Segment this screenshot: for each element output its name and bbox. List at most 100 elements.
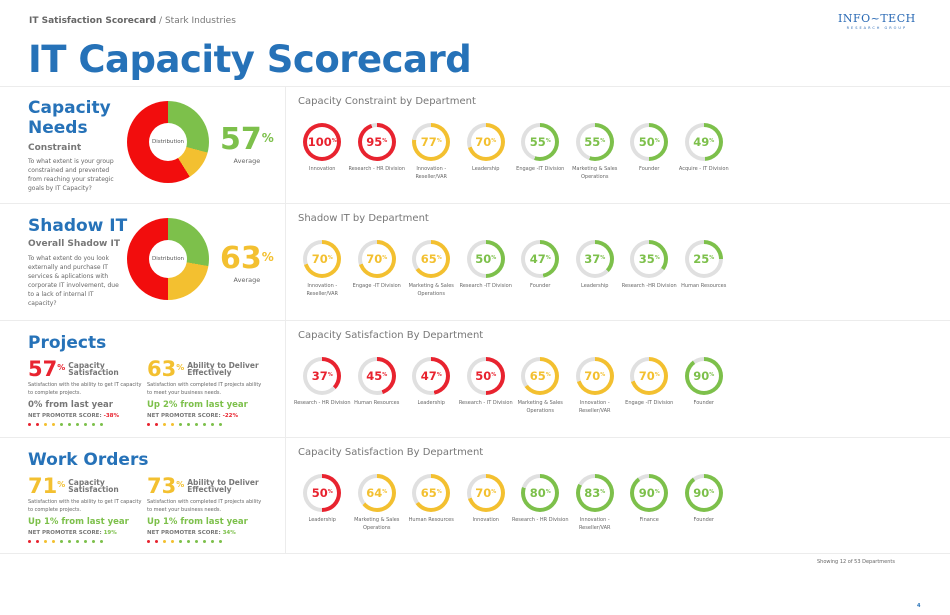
nps-label: NET PROMOTER SCORE:: [147, 413, 221, 419]
page-title: IT Capacity Scorecard: [28, 38, 472, 81]
department-ring-item[interactable]: 50% Research - IT Division: [459, 357, 514, 415]
percent-sign: %: [491, 138, 497, 144]
department-ring-item[interactable]: 45% Human Resources: [350, 357, 405, 415]
department-ring-item[interactable]: 70% Engage -IT Division: [350, 240, 405, 298]
percent-sign: %: [261, 131, 274, 145]
department-ring-item[interactable]: 47% Leadership: [404, 357, 459, 415]
percent-sign: %: [600, 255, 606, 261]
department-ring-item[interactable]: 90% Finance: [622, 474, 677, 532]
department-ring-item[interactable]: 65% Marketing & Sales Operations: [513, 357, 568, 415]
nps-value: -22%: [222, 413, 239, 419]
metric-title-line2: Effectively: [187, 485, 232, 494]
progress-ring: 95%: [357, 123, 396, 161]
nps-dot: [211, 423, 214, 426]
nps-dot: [171, 423, 174, 426]
ring-value: 95: [366, 135, 383, 149]
department-ring-item[interactable]: 55% Engage -IT Division: [513, 123, 568, 181]
net-promoter-score: NET PROMOTER SCORE: 19%: [28, 530, 148, 536]
department-ring-item[interactable]: 25% Human Resources: [677, 240, 732, 298]
department-ring-item[interactable]: 50% Founder: [622, 123, 677, 181]
department-ring-item[interactable]: 90% Founder: [677, 474, 732, 532]
department-ring-item[interactable]: 35% Research -HR Division: [622, 240, 677, 298]
progress-ring: 90%: [630, 474, 669, 512]
progress-ring: 50%: [466, 357, 505, 395]
department-ring-item[interactable]: 65% Human Resources: [404, 474, 459, 532]
department-ring-item[interactable]: 95% Research - HR Division: [348, 123, 406, 181]
percent-sign: %: [382, 138, 388, 144]
section-description: To what extent do you look externally an…: [28, 255, 119, 307]
department-ring-item[interactable]: 83% Innovation - Reseller/VAR: [568, 474, 623, 532]
department-ring-item[interactable]: 65% Marketing & Sales Operations: [404, 240, 459, 298]
nps-dot: [36, 423, 39, 426]
department-ring-item[interactable]: 37% Research - HR Division: [294, 357, 351, 415]
info-tech-logo: INFO~TECH RESEARCH GROUP: [838, 12, 916, 30]
department-chart-title: Capacity Constraint by Department: [298, 96, 476, 107]
department-ring-item[interactable]: 77% Innovation - Reseller/VAR: [404, 123, 459, 181]
department-label: Research - HR Division: [348, 166, 406, 172]
percent-sign: %: [545, 255, 551, 261]
percent-sign: %: [176, 480, 185, 489]
nps-dot: [52, 540, 55, 543]
percent-sign: %: [327, 255, 333, 261]
department-ring-item[interactable]: 70% Innovation -Reseller/VAR: [295, 240, 350, 298]
ring-value: 55: [529, 135, 546, 149]
department-label: Innovation: [472, 517, 499, 523]
department-ring-item[interactable]: 49% Acquire - IT Division: [677, 123, 732, 181]
department-ring-item[interactable]: 70% Innovation: [459, 474, 514, 532]
departments-count: Showing 12 of 53 Departments: [817, 559, 895, 565]
progress-ring: 70%: [630, 357, 669, 395]
ring-value: 100: [307, 135, 332, 149]
department-ring-item[interactable]: 70% Leadership: [459, 123, 514, 181]
department-ring-item[interactable]: 80% Research - HR Division: [512, 474, 569, 532]
ring-value: 55: [584, 135, 601, 149]
department-label: Founder: [639, 166, 660, 172]
nps-dot: [195, 423, 198, 426]
department-label: Research -HR Division: [621, 283, 677, 289]
donut-label: Distribution: [149, 123, 187, 161]
section-description: To what extent is your group constrained…: [28, 158, 114, 192]
ring-value: 70: [584, 369, 601, 383]
percent-sign: %: [382, 489, 388, 495]
department-ring-item[interactable]: 64% Marketing & Sales Operations: [350, 474, 405, 532]
breadcrumb-parent[interactable]: IT Satisfaction Scorecard: [29, 16, 157, 26]
progress-ring: 83%: [575, 474, 614, 512]
department-ring-item[interactable]: 90% Founder: [677, 357, 732, 415]
department-label: Marketing & Sales Operations: [408, 283, 454, 297]
progress-ring: 47%: [412, 357, 451, 395]
nps-dot: [195, 540, 198, 543]
ring-value: 70: [366, 252, 383, 266]
section-title: Projects: [28, 333, 107, 353]
department-ring-item[interactable]: 47% Founder: [513, 240, 568, 298]
department-ring-item[interactable]: 50% Leadership: [295, 474, 350, 532]
nps-dot: [203, 540, 206, 543]
percent-sign: %: [327, 489, 333, 495]
department-ring-item[interactable]: 55% Marketing & Sales Operations: [568, 123, 623, 181]
department-ring-item[interactable]: 37% Leadership: [568, 240, 623, 298]
department-ring-item[interactable]: 50% Research -IT Division: [459, 240, 514, 298]
department-label: Leadership: [581, 283, 609, 289]
nps-label: NET PROMOTER SCORE:: [147, 530, 221, 536]
nps-dot: [179, 423, 182, 426]
percent-sign: %: [261, 250, 274, 264]
nps-dot: [147, 540, 150, 543]
metric-value: 71: [28, 474, 58, 498]
progress-ring: 70%: [466, 474, 505, 512]
department-rings: 50% Leadership 64% Marketing & Sales Ope…: [295, 474, 731, 532]
percent-sign: %: [382, 255, 388, 261]
department-ring-item[interactable]: 70% Innovation - Reseller/VAR: [568, 357, 623, 415]
metric-value: 57: [28, 357, 58, 381]
percent-sign: %: [382, 372, 388, 378]
section-title-line2: Needs: [28, 118, 88, 138]
ring-value: 90: [693, 486, 710, 500]
ring-value: 35: [638, 252, 655, 266]
nps-dot: [76, 540, 79, 543]
projects-department-panel: Capacity Satisfaction By Department 37% …: [287, 321, 950, 437]
percent-sign: %: [176, 363, 185, 372]
nps-dot: [219, 540, 222, 543]
percent-sign: %: [436, 255, 442, 261]
department-label: Innovation - Reseller/VAR: [578, 400, 611, 414]
progress-ring: 80%: [521, 474, 560, 512]
department-ring-item[interactable]: 70% Engage -IT Division: [622, 357, 677, 415]
department-ring-item[interactable]: 100% Innovation: [295, 123, 350, 181]
nps-dot: [187, 423, 190, 426]
